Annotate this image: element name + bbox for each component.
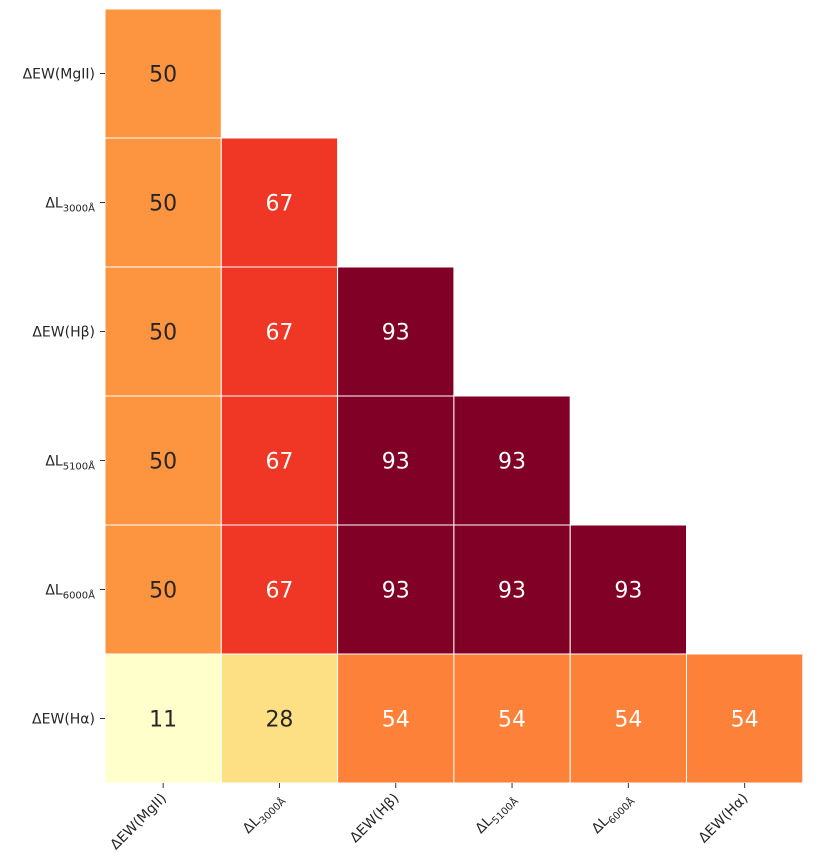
heatmap-cell-value: 50: [149, 450, 177, 475]
heatmap-cell-value: 67: [265, 321, 293, 346]
heatmap-cell-r0-c0: [104, 8, 222, 139]
heatmap-cell-value: 93: [382, 579, 410, 604]
heatmap-cell-r5-c2: [337, 653, 455, 784]
y-tick-label: ΔEW(MgII): [23, 67, 95, 83]
x-tick-label: ΔEW(MgII): [107, 791, 170, 854]
x-tick-label: ΔEW(Hα): [696, 791, 752, 847]
heatmap-cell-value: 67: [265, 450, 293, 475]
y-tick-label: ΔL3000Å: [45, 196, 95, 215]
heatmap-cell-value: 50: [149, 579, 177, 604]
heatmap-cell-r4-c3: [453, 524, 571, 655]
heatmap-cell-value: 93: [614, 579, 642, 604]
heatmap-cell-r1-c0: [104, 137, 222, 268]
heatmap-cell-r5-c4: [569, 653, 688, 784]
y-axis-labels: ΔEW(MgII) ΔL3000Å ΔEW(Hβ) ΔL5100Å ΔL6000Å ΔEW…: [23, 67, 96, 728]
y-tick-label: ΔEW(Hα): [32, 712, 95, 728]
heatmap-cell-r5-c3: [453, 653, 571, 784]
heatmap-cell-r2-c0: [104, 266, 222, 397]
heatmap-cell-r4-c4: [569, 524, 688, 655]
heatmap-cell-value: 54: [614, 708, 642, 733]
heatmap-cell-r4-c2: [337, 524, 455, 655]
heatmap-cell-r1-c1: [220, 137, 339, 268]
y-tick-label: ΔEW(Hβ): [32, 325, 95, 341]
y-tick-label: ΔL5100Å: [45, 454, 95, 473]
heatmap-cell-value: 93: [382, 321, 410, 346]
heatmap-cell-value: 93: [498, 450, 526, 475]
x-tick-label: ΔL3000Å: [240, 790, 289, 839]
heatmap-cell-value: 93: [498, 579, 526, 604]
heatmap-cell-value: 93: [382, 450, 410, 475]
heatmap-cell-value: 50: [149, 63, 177, 88]
heatmap-cell-value: 50: [149, 321, 177, 346]
heatmap-cell-value: 50: [149, 192, 177, 217]
x-axis-labels: ΔEW(MgII) ΔL3000Å ΔEW(Hβ) ΔL5100Å ΔL6000Å ΔEW…: [107, 790, 752, 854]
heatmap-cell-r2-c2: [337, 266, 455, 397]
heatmap-cell-value: 67: [265, 192, 293, 217]
heatmap-cell-r5-c1: [220, 653, 339, 784]
heatmap-cell-r5-c5: [686, 653, 804, 784]
heatmap-cell-value: 54: [382, 708, 410, 733]
x-tick-label: ΔL6000Å: [589, 790, 638, 839]
heatmap-cell-r3-c3: [453, 395, 571, 526]
y-tick-label: ΔL6000Å: [45, 583, 95, 602]
heatmap-cell-value: 67: [265, 579, 293, 604]
heatmap-cell-r3-c1: [220, 395, 339, 526]
heatmap-cells: 50 50 67 50 67 93 50 67 93 93 50 67 93 93 93 11 28 54 54 54…: [104, 8, 804, 784]
heatmap-cell-value: 54: [498, 708, 526, 733]
heatmap-cell-value: 28: [265, 708, 293, 733]
heatmap-cell-value: 54: [731, 708, 759, 733]
axis-ticks: [100, 73, 746, 788]
heatmap-cell-r4-c1: [220, 524, 339, 655]
heatmap-cell-r2-c1: [220, 266, 339, 397]
x-tick-label: ΔEW(Hβ): [347, 791, 403, 847]
x-tick-label: ΔL5100Å: [472, 790, 521, 839]
heatmap-cell-value: 11: [149, 708, 177, 733]
